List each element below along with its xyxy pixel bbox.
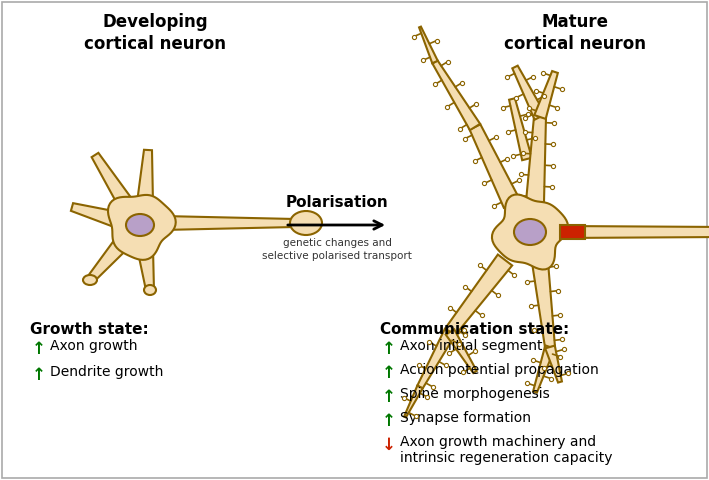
Ellipse shape: [126, 214, 154, 236]
Polygon shape: [492, 194, 568, 269]
Polygon shape: [419, 26, 437, 63]
Text: ↑: ↑: [32, 366, 46, 384]
Polygon shape: [560, 226, 709, 238]
Polygon shape: [404, 385, 423, 418]
Text: Synapse formation: Synapse formation: [400, 411, 531, 425]
Polygon shape: [162, 216, 295, 230]
Text: ↑: ↑: [382, 388, 396, 406]
Text: Polarisation: Polarisation: [286, 195, 389, 210]
Text: ↓: ↓: [382, 436, 396, 454]
Polygon shape: [533, 346, 554, 393]
Polygon shape: [446, 329, 476, 373]
Polygon shape: [526, 117, 546, 203]
Text: Communication state:: Communication state:: [380, 322, 569, 337]
Text: Dendrite growth: Dendrite growth: [50, 365, 163, 379]
Text: Growth state:: Growth state:: [30, 322, 149, 337]
Text: Action potential propagation: Action potential propagation: [400, 363, 598, 377]
Ellipse shape: [83, 275, 97, 285]
Bar: [560, 225, 585, 239]
Polygon shape: [87, 238, 128, 283]
Text: Axon growth: Axon growth: [50, 339, 138, 353]
Text: ↑: ↑: [382, 340, 396, 358]
Polygon shape: [513, 66, 545, 120]
Text: ↑: ↑: [382, 364, 396, 382]
Text: ↑: ↑: [382, 412, 396, 430]
Polygon shape: [137, 150, 153, 204]
Text: Axon growth machinery and
intrinsic regeneration capacity: Axon growth machinery and intrinsic rege…: [400, 435, 613, 465]
Text: Mature
cortical neuron: Mature cortical neuron: [504, 13, 646, 53]
Polygon shape: [137, 246, 154, 290]
Ellipse shape: [514, 219, 546, 245]
Polygon shape: [535, 71, 558, 119]
Text: genetic changes and
selective polarised transport: genetic changes and selective polarised …: [262, 238, 412, 261]
Text: Developing
cortical neuron: Developing cortical neuron: [84, 13, 226, 53]
Polygon shape: [91, 153, 135, 211]
Polygon shape: [108, 195, 176, 260]
Polygon shape: [532, 261, 555, 348]
Polygon shape: [445, 254, 512, 336]
Polygon shape: [545, 346, 562, 383]
Polygon shape: [71, 203, 121, 228]
Polygon shape: [432, 60, 480, 130]
Ellipse shape: [144, 285, 156, 295]
Polygon shape: [509, 98, 532, 160]
Text: Axon initial segment: Axon initial segment: [400, 339, 542, 353]
Polygon shape: [469, 124, 520, 208]
Ellipse shape: [290, 211, 322, 235]
Polygon shape: [418, 329, 455, 388]
Text: Spine morphogenesis: Spine morphogenesis: [400, 387, 549, 401]
Text: ↑: ↑: [32, 340, 46, 358]
